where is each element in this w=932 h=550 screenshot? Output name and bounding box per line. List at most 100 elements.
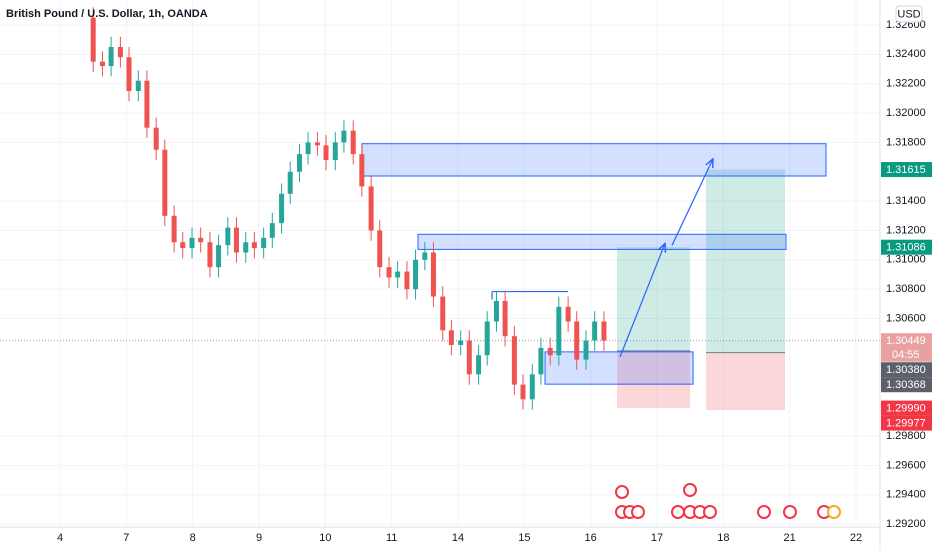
candle-body xyxy=(162,149,168,216)
candle-body xyxy=(502,300,508,337)
candle-body xyxy=(117,46,123,58)
zone-rectangle[interactable] xyxy=(544,351,694,385)
price-badge xyxy=(881,415,932,431)
price-badge xyxy=(881,400,932,416)
event-icon[interactable] xyxy=(671,505,685,519)
x-tick-label: 10 xyxy=(319,532,331,544)
y-tick-label: 1.29800 xyxy=(886,430,926,442)
candle-body xyxy=(556,306,562,356)
candle-body xyxy=(368,186,374,231)
candle-body xyxy=(90,17,96,62)
price-badge xyxy=(881,377,932,393)
x-tick-label: 18 xyxy=(717,532,729,544)
y-tick-label: 1.32400 xyxy=(886,48,926,60)
y-tick-label: 1.29200 xyxy=(886,518,926,530)
y-tick-label: 1.30600 xyxy=(886,312,926,324)
countdown-label: 04:55 xyxy=(892,349,920,361)
price-badge-label: 1.30380 xyxy=(886,364,926,376)
candle-body xyxy=(99,61,105,67)
x-tick-label: 14 xyxy=(452,532,464,544)
candle-body xyxy=(180,242,186,249)
event-icon[interactable] xyxy=(783,505,797,519)
arrow[interactable] xyxy=(671,159,713,246)
candle-body xyxy=(458,340,464,345)
candle-body xyxy=(279,193,285,224)
y-tick-label: 1.30800 xyxy=(886,283,926,295)
x-tick-label: 8 xyxy=(190,532,196,544)
candle-body xyxy=(108,46,114,67)
x-tick-label: 15 xyxy=(518,532,530,544)
loss-zone[interactable] xyxy=(706,352,786,411)
candle-body xyxy=(430,252,436,297)
candle-body xyxy=(314,142,320,146)
price-badge-label: 1.30368 xyxy=(886,379,926,391)
candle-body xyxy=(422,252,428,260)
x-tick-label: 9 xyxy=(256,532,262,544)
x-tick-label: 11 xyxy=(386,532,397,544)
y-tick-label: 1.31200 xyxy=(886,224,926,236)
candle-body xyxy=(323,145,329,161)
x-tick-label: 17 xyxy=(651,532,663,544)
price-badge-label: 1.31615 xyxy=(886,164,926,176)
candle-body xyxy=(359,154,365,187)
candle-body xyxy=(565,306,571,322)
event-icon[interactable] xyxy=(703,505,717,519)
candle-body xyxy=(601,321,607,341)
x-tick-label: 7 xyxy=(123,532,129,544)
price-badge-label: 1.29977 xyxy=(886,418,926,430)
event-icon[interactable] xyxy=(827,505,841,519)
price-badge-label: 1.29990 xyxy=(886,403,926,415)
currency-box[interactable] xyxy=(895,5,923,23)
event-icon[interactable] xyxy=(631,505,645,519)
candle-body xyxy=(583,340,589,360)
profit-zone[interactable] xyxy=(706,169,786,353)
candle-body xyxy=(529,374,535,400)
events xyxy=(615,483,841,519)
candle-body xyxy=(261,237,267,249)
candle-body xyxy=(332,142,338,161)
candle-body xyxy=(592,321,598,341)
event-icon[interactable] xyxy=(757,505,771,519)
candle-body xyxy=(386,267,392,278)
candle-body xyxy=(243,242,249,253)
candle-body xyxy=(350,130,356,155)
axes: 1.326001.324001.322001.320001.318001.314… xyxy=(57,19,932,544)
candle-body xyxy=(189,237,195,249)
zone-rectangle[interactable] xyxy=(417,233,787,250)
y-tick-label: 1.32200 xyxy=(886,78,926,90)
price-badge-label: 1.30449 xyxy=(886,335,926,347)
y-tick-label: 1.29400 xyxy=(886,489,926,501)
candle-body xyxy=(207,242,213,268)
price-badge xyxy=(881,239,932,255)
candle-body xyxy=(126,57,132,92)
event-icon[interactable] xyxy=(683,483,697,497)
candle-body xyxy=(296,154,302,172)
candle-body xyxy=(413,259,419,290)
chart-title: British Pound / U.S. Dollar, 1h, OANDA xyxy=(6,8,208,20)
price-badge xyxy=(881,362,932,378)
countdown-badge xyxy=(881,347,932,362)
x-tick-label: 21 xyxy=(784,532,796,544)
drawings xyxy=(0,143,880,411)
candle-body xyxy=(225,227,231,246)
price-badge xyxy=(881,162,932,178)
candle-body xyxy=(520,384,526,400)
candle-body xyxy=(305,142,311,155)
candle-body xyxy=(538,347,544,375)
candle-body xyxy=(574,321,580,360)
x-tick-label: 22 xyxy=(850,532,862,544)
arrow[interactable] xyxy=(619,243,665,358)
candle-body xyxy=(493,300,499,322)
event-icon[interactable] xyxy=(615,485,629,499)
candle-body xyxy=(251,242,257,249)
zone-rectangle[interactable] xyxy=(361,143,827,177)
y-tick-label: 1.31000 xyxy=(886,254,926,266)
loss-zone[interactable] xyxy=(617,350,691,409)
candle-body xyxy=(153,127,159,150)
candle-body xyxy=(269,223,275,238)
candle-body xyxy=(395,271,401,278)
candle-body xyxy=(144,80,150,128)
candle-body xyxy=(476,355,482,375)
